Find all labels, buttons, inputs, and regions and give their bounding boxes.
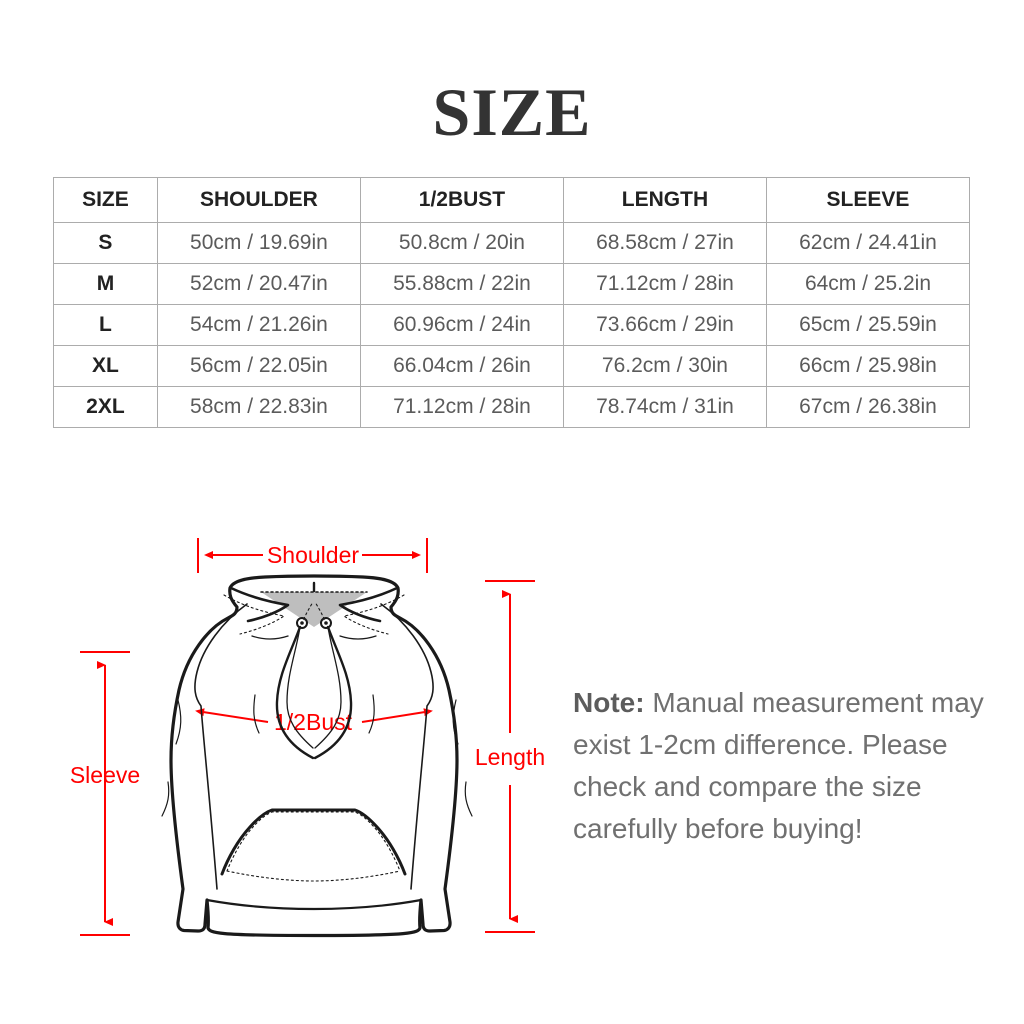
svg-text:1/2Bust: 1/2Bust: [274, 709, 353, 735]
svg-text:Sleeve: Sleeve: [70, 762, 140, 788]
svg-text:Length: Length: [475, 744, 545, 770]
svg-text:Shoulder: Shoulder: [267, 542, 359, 568]
